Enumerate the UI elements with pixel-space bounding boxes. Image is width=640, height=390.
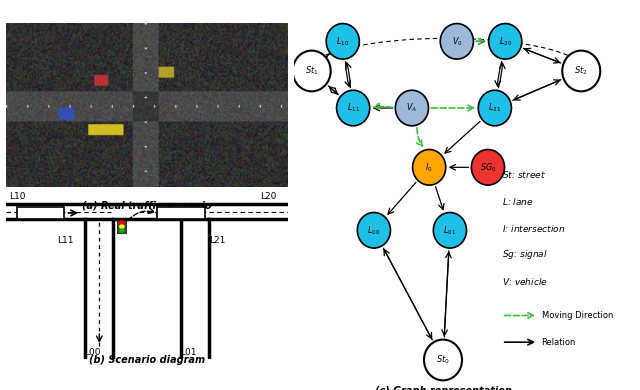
Text: $V$: vehicle: $V$: vehicle	[502, 276, 547, 287]
Text: $I$: intersection: $I$: intersection	[502, 223, 565, 234]
Circle shape	[433, 213, 467, 248]
Circle shape	[471, 149, 504, 185]
Text: $L_{00}$: $L_{00}$	[367, 224, 380, 237]
Circle shape	[440, 23, 474, 59]
Text: $L_{21}$: $L_{21}$	[488, 102, 501, 114]
Text: $St$: street: $St$: street	[502, 169, 546, 180]
Text: L21: L21	[209, 236, 226, 245]
FancyBboxPatch shape	[117, 220, 126, 233]
Text: L00: L00	[84, 348, 100, 357]
Text: L01: L01	[180, 348, 196, 357]
Text: L20: L20	[260, 192, 276, 201]
Circle shape	[478, 90, 511, 126]
Text: $V_A$: $V_A$	[406, 102, 417, 114]
FancyBboxPatch shape	[157, 207, 205, 219]
Text: (b) Scenario diagram: (b) Scenario diagram	[89, 355, 205, 365]
Text: Moving Direction: Moving Direction	[541, 311, 613, 320]
Text: $L_{01}$: $L_{01}$	[444, 224, 456, 237]
Text: $SG_0$: $SG_0$	[480, 161, 496, 174]
Text: $L$: lane: $L$: lane	[502, 196, 534, 207]
Text: $L_{11}$: $L_{11}$	[347, 102, 360, 114]
Circle shape	[120, 221, 124, 224]
Circle shape	[292, 51, 331, 91]
Text: $V_0$: $V_0$	[451, 35, 462, 48]
Circle shape	[424, 340, 462, 380]
Text: $I_0$: $I_0$	[426, 161, 433, 174]
FancyBboxPatch shape	[17, 207, 64, 219]
Text: Relation: Relation	[541, 338, 576, 347]
Circle shape	[357, 213, 390, 248]
Circle shape	[337, 90, 370, 126]
Text: B: B	[177, 208, 185, 218]
Text: A: A	[36, 208, 44, 218]
Text: (c) Graph representation: (c) Graph representation	[374, 386, 511, 390]
Circle shape	[563, 51, 600, 91]
Circle shape	[120, 229, 124, 232]
Text: $Sg$: signal: $Sg$: signal	[502, 248, 548, 261]
Text: L10: L10	[9, 192, 26, 201]
Text: (a) Real traffic scenario: (a) Real traffic scenario	[83, 200, 212, 210]
Circle shape	[326, 23, 360, 59]
Circle shape	[120, 225, 124, 228]
Text: $St_1$: $St_1$	[305, 65, 319, 77]
Text: $St_2$: $St_2$	[574, 65, 588, 77]
Text: L11: L11	[58, 236, 74, 245]
Text: $L_{10}$: $L_{10}$	[336, 35, 349, 48]
Text: $L_{20}$: $L_{20}$	[499, 35, 512, 48]
Circle shape	[396, 90, 429, 126]
Text: $St_0$: $St_0$	[436, 354, 450, 366]
Circle shape	[413, 149, 446, 185]
Circle shape	[488, 23, 522, 59]
